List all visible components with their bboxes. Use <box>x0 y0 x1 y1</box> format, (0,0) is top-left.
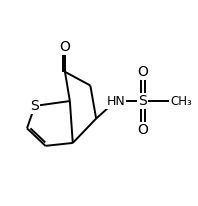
Text: O: O <box>137 65 148 79</box>
Text: O: O <box>137 123 148 137</box>
Text: CH₃: CH₃ <box>170 95 192 108</box>
Text: O: O <box>60 40 70 54</box>
Text: S: S <box>139 94 147 108</box>
Text: S: S <box>30 99 39 113</box>
Text: HN: HN <box>106 95 125 108</box>
